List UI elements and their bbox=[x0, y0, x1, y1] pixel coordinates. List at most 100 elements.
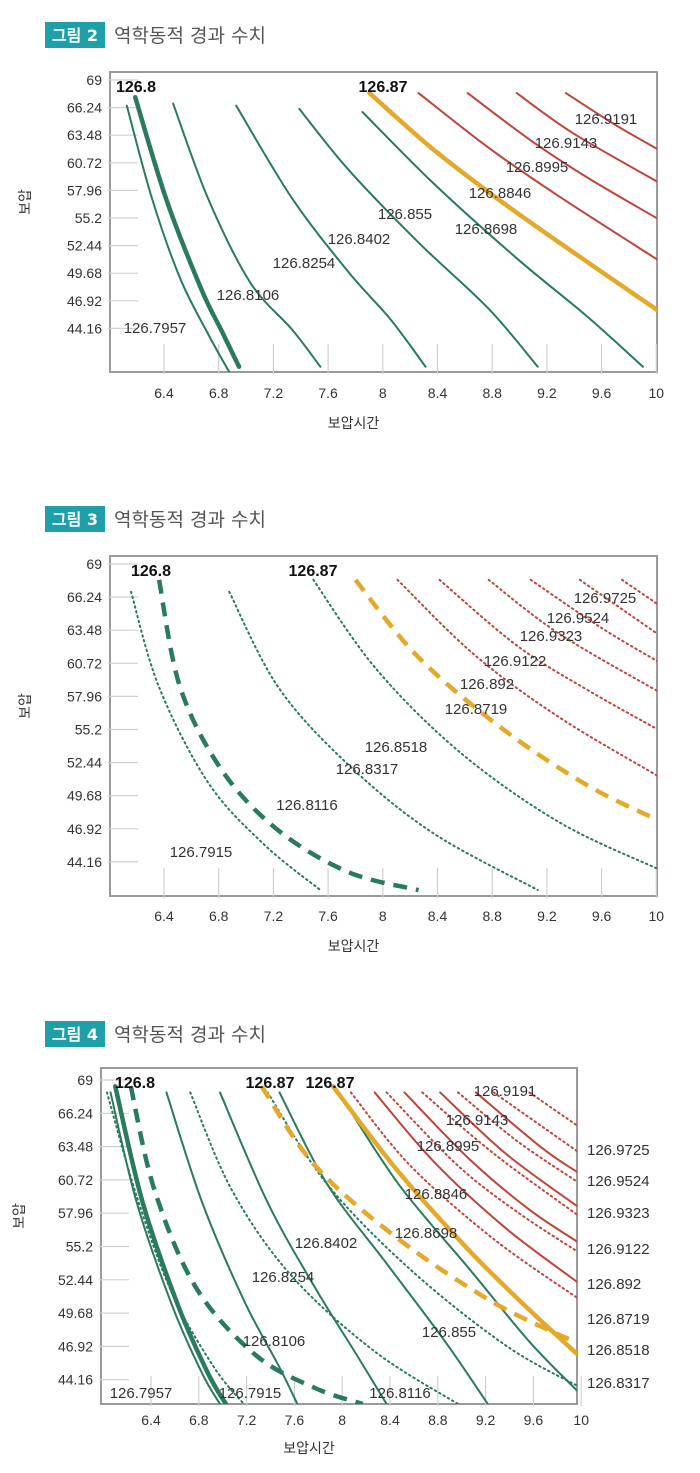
y-tick-label: 57.96 bbox=[58, 1205, 93, 1221]
figure-3-badge-box bbox=[45, 506, 105, 532]
curve-label: 126.8402 bbox=[295, 1235, 358, 1252]
series-line-126.8116 bbox=[228, 590, 539, 892]
right-curve-label: 126.9323 bbox=[587, 1205, 650, 1222]
figure-2: 그림 2 역학동적 경과 수치 69 66.24 63.48 60.72 57.96 55… bbox=[18, 22, 664, 432]
y-tick-label: 52.44 bbox=[67, 755, 102, 771]
curve-label: 126.8719 bbox=[445, 701, 508, 718]
series-line-126.7915 bbox=[130, 590, 322, 892]
y-tick-label: 66.24 bbox=[58, 1105, 93, 1121]
series-line-126.8995 bbox=[515, 92, 657, 183]
x-axis-title: 보압시간 bbox=[328, 939, 380, 955]
x-tick-label: 8.4 bbox=[428, 908, 448, 924]
series-line-126.8106 bbox=[165, 1091, 299, 1404]
series-line-126.8 bbox=[132, 95, 242, 369]
y-tick-label: 49.68 bbox=[58, 1305, 93, 1321]
y-tick-label: 55.2 bbox=[75, 722, 102, 738]
curve-label: 126.87 bbox=[306, 1075, 355, 1092]
y-tick-label: 69 bbox=[86, 72, 102, 88]
x-tick-label: 8.8 bbox=[482, 385, 502, 401]
curves bbox=[125, 90, 657, 372]
y-tick-label: 44.16 bbox=[67, 320, 102, 336]
curve-label: 126.7915 bbox=[170, 844, 233, 861]
curve-label: 126.8 bbox=[131, 563, 171, 580]
y-tick-label: 66.24 bbox=[67, 589, 102, 605]
curves bbox=[105, 1084, 577, 1404]
y-tick-label: 60.72 bbox=[67, 155, 102, 171]
x-tick-label: 9.2 bbox=[537, 908, 557, 924]
x-tick-label: 7.6 bbox=[318, 908, 338, 924]
y-tick-label: 46.92 bbox=[58, 1338, 93, 1354]
curve-label: 126.8402 bbox=[328, 231, 391, 248]
right-curve-label: 126.8719 bbox=[587, 1311, 650, 1328]
x-tick-label: 9.6 bbox=[592, 385, 612, 401]
curve-label: 126.8 bbox=[116, 79, 156, 96]
x-axis-title: 보압시간 bbox=[328, 416, 380, 432]
chart-3: 69 66.24 63.48 60.72 57.96 55.2 52.44 49.68 46.9… bbox=[18, 555, 664, 955]
series-line-126.8254 bbox=[235, 104, 427, 368]
curve-label: 126.8106 bbox=[217, 287, 280, 304]
series-line-126.8402 bbox=[278, 1091, 489, 1404]
plot-frame bbox=[109, 555, 658, 897]
x-tick-label: 6.8 bbox=[209, 385, 229, 401]
y-tick-label: 52.44 bbox=[67, 238, 102, 254]
series-line-126.892 bbox=[487, 578, 657, 692]
series-line-126.8254 bbox=[219, 1091, 388, 1404]
x-tick-label: 8 bbox=[379, 385, 387, 401]
curve-label: 126.8106 bbox=[243, 1333, 306, 1350]
x-tick-label: 9.2 bbox=[476, 1412, 496, 1428]
x-tick-label: 6.8 bbox=[209, 908, 229, 924]
x-tick-label: 8.8 bbox=[482, 908, 502, 924]
y-tick-label: 60.72 bbox=[67, 655, 102, 671]
curve-label: 126.9725 bbox=[574, 590, 637, 607]
series-line-126.8317 bbox=[312, 578, 657, 870]
y-tick-label: 63.48 bbox=[58, 1139, 93, 1155]
curve-label: 126.855 bbox=[378, 206, 432, 223]
curve-label: 126.855 bbox=[422, 1324, 476, 1341]
curve-label: 126.9191 bbox=[575, 111, 638, 128]
series-line-126.87 bbox=[353, 578, 657, 822]
series-line-126.9524 bbox=[528, 1091, 577, 1127]
curve-label: 126.8995 bbox=[506, 159, 569, 176]
x-tick-label: 8.4 bbox=[380, 1412, 400, 1428]
series-line-126.9122 bbox=[457, 1091, 577, 1183]
series-line-126.8719 bbox=[438, 578, 657, 730]
curve-label: 126.8317 bbox=[336, 761, 399, 778]
series-line-126.7915 bbox=[105, 1091, 245, 1404]
series-line-126.892 bbox=[421, 1091, 577, 1216]
curve-label: 126.9191 bbox=[474, 1083, 537, 1100]
figure-3-badge: 그림 3 bbox=[52, 510, 98, 529]
y-tick-label: 55.2 bbox=[66, 1239, 93, 1255]
right-curve-label: 126.9524 bbox=[587, 1173, 650, 1190]
curve-label: 126.892 bbox=[460, 676, 514, 693]
series-line-126.855 bbox=[338, 1091, 577, 1392]
series-line-126.855 bbox=[361, 111, 644, 368]
x-tick-label: 8.4 bbox=[428, 385, 448, 401]
curve-label: 126.8698 bbox=[395, 1225, 458, 1242]
x-tick-label: 6.4 bbox=[154, 385, 174, 401]
x-tick-label: 7.2 bbox=[264, 908, 284, 924]
y-tick-label: 44.16 bbox=[58, 1372, 93, 1388]
y-tick-label: 69 bbox=[77, 1072, 93, 1088]
x-tick-label: 6.8 bbox=[189, 1412, 209, 1428]
curve-label: 126.7915 bbox=[219, 1385, 282, 1402]
series-line-126.8698 bbox=[373, 1091, 577, 1283]
y-tick-label: 46.92 bbox=[67, 293, 102, 309]
series-line-126.9143 bbox=[564, 92, 657, 150]
series-line-126.8116 bbox=[189, 1091, 459, 1404]
plot-frame bbox=[100, 1067, 578, 1405]
figure-4-title: 역학동적 경과 수치 bbox=[114, 1024, 266, 1046]
y-tick-label: 69 bbox=[86, 556, 102, 572]
series-line-126.8846 bbox=[466, 92, 657, 220]
curve-label: 126.9143 bbox=[446, 1112, 509, 1129]
curve-label: 126.9122 bbox=[484, 653, 547, 670]
y-tick-label: 60.72 bbox=[58, 1172, 93, 1188]
y-tick-label: 63.48 bbox=[67, 622, 102, 638]
right-curve-label: 126.8518 bbox=[587, 1342, 650, 1359]
y-tick-label: 52.44 bbox=[58, 1272, 93, 1288]
series-line-126.9143 bbox=[474, 1091, 577, 1173]
y-tick-label: 55.2 bbox=[75, 210, 102, 226]
series-line-126.8518 bbox=[349, 1091, 577, 1299]
plot-frame bbox=[109, 71, 658, 373]
curve-label: 126.8116 bbox=[369, 1385, 430, 1402]
series-line-126.8719 bbox=[385, 1091, 577, 1253]
